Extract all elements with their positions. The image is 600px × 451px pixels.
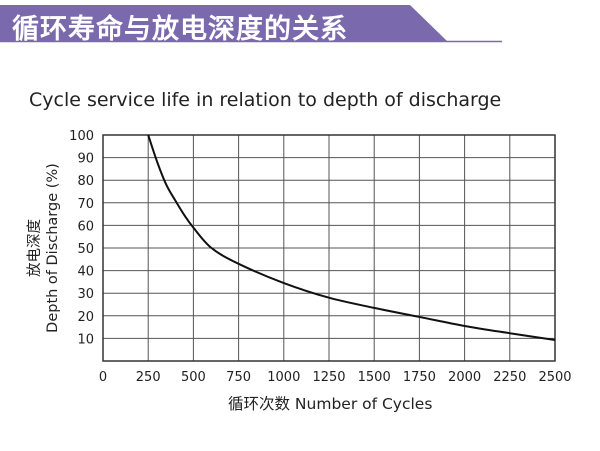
y-tick-label: 80 bbox=[77, 174, 94, 189]
page-title: 循环寿命与放电深度的关系 bbox=[12, 14, 348, 45]
x-tick-label: 1000 bbox=[267, 370, 300, 385]
plot-frame bbox=[102, 134, 556, 362]
y-axis-label: 放电深度 Depth of Discharge (%) bbox=[26, 163, 62, 333]
y-axis-label-en: Depth of Discharge (%) bbox=[45, 163, 61, 333]
y-tick-label: 100 bbox=[69, 129, 94, 144]
title-banner bbox=[0, 5, 502, 43]
y-tick-label: 10 bbox=[77, 332, 94, 347]
x-tick-label: 500 bbox=[181, 370, 206, 385]
x-tick-label: 2000 bbox=[448, 370, 481, 385]
y-tick-label: 90 bbox=[77, 152, 94, 167]
x-tick-label: 2500 bbox=[538, 370, 571, 385]
series-line bbox=[147, 134, 556, 341]
x-tick-label: 1500 bbox=[358, 370, 391, 385]
x-tick-label: 2250 bbox=[493, 370, 526, 385]
y-tick-label: 50 bbox=[77, 242, 94, 257]
x-tick-label: 250 bbox=[136, 370, 161, 385]
x-tick-label: 0 bbox=[99, 370, 107, 385]
y-tick-label: 70 bbox=[77, 197, 94, 212]
x-tick-label: 1750 bbox=[403, 370, 436, 385]
y-tick-label: 60 bbox=[77, 219, 94, 234]
y-tick-label: 40 bbox=[77, 265, 94, 280]
y-tick-label: 20 bbox=[77, 310, 94, 325]
chart-title: Cycle service life in relation to depth … bbox=[29, 89, 502, 111]
x-tick-label: 1250 bbox=[312, 370, 345, 385]
x-tick-label: 750 bbox=[226, 370, 251, 385]
y-tick-label: 30 bbox=[77, 287, 94, 302]
x-axis-label: 循环次数 Number of Cycles bbox=[228, 395, 433, 413]
y-axis-label-cn: 放电深度 bbox=[27, 219, 43, 278]
